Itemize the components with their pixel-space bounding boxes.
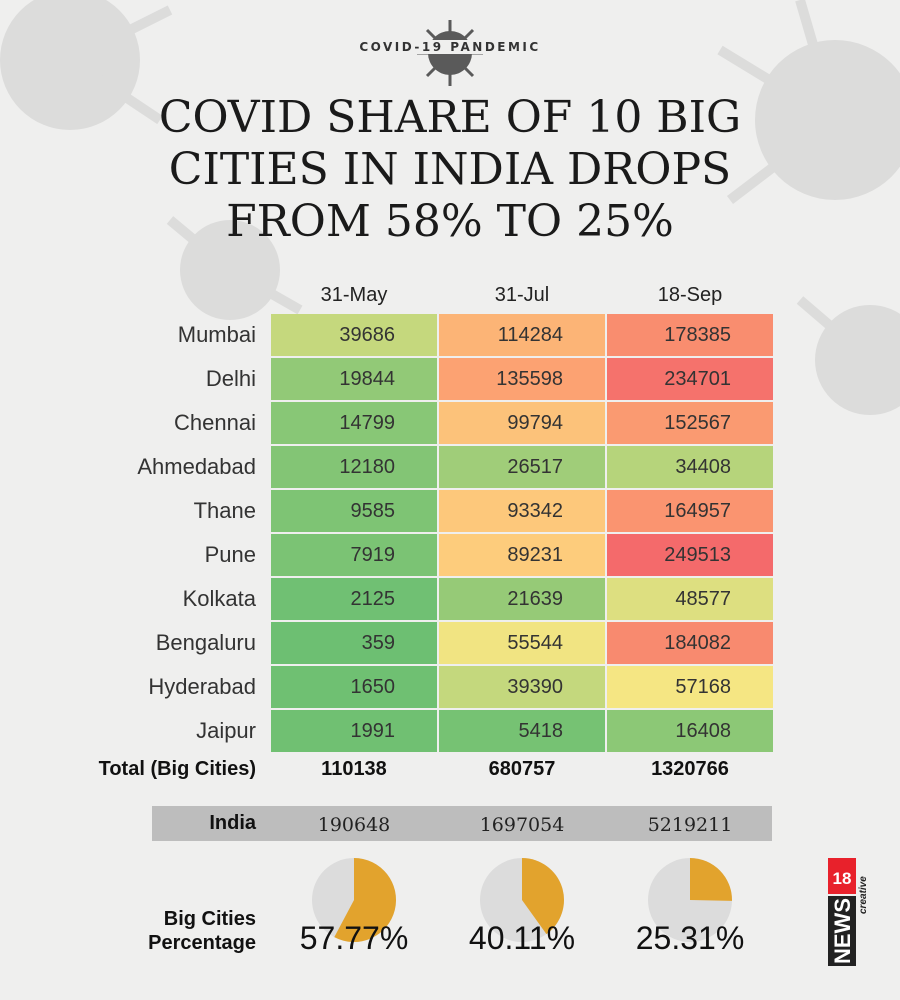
case-cell: 234701 xyxy=(607,358,773,400)
case-cell: 7919 xyxy=(271,534,437,576)
title-line: FROM 58% TO 25% xyxy=(226,196,674,247)
india-value: 1697054 xyxy=(479,814,565,836)
percentage-value: 40.11% xyxy=(468,920,576,956)
city-name: Thane xyxy=(193,498,256,523)
case-cell: 2125 xyxy=(271,578,437,620)
pie-slice xyxy=(334,858,397,942)
case-cell: 57168 xyxy=(607,666,773,708)
case-cell: 1991 xyxy=(271,710,437,752)
case-cell: 48577 xyxy=(607,578,773,620)
case-cell: 152567 xyxy=(607,402,773,444)
case-cell: 1650 xyxy=(271,666,437,708)
city-name: Jaipur xyxy=(196,718,256,743)
news18-logo: 18 NEWS creative xyxy=(828,858,868,966)
case-cell: 89231 xyxy=(439,534,605,576)
city-name: Chennai xyxy=(174,410,256,435)
case-cell: 164957 xyxy=(607,490,773,532)
city-name: Ahmedabad xyxy=(137,454,256,479)
logo-text: NEWS xyxy=(830,898,855,964)
case-cell: 34408 xyxy=(607,446,773,488)
case-cell: 135598 xyxy=(439,358,605,400)
india-label: India xyxy=(209,812,256,834)
total-value: 680757 xyxy=(488,758,556,780)
city-name: Mumbai xyxy=(177,322,256,347)
case-cell: 39390 xyxy=(439,666,605,708)
case-cell: 19844 xyxy=(271,358,437,400)
logo-number: 18 xyxy=(833,869,852,888)
case-cell: 5418 xyxy=(439,710,605,752)
case-cell: 99794 xyxy=(439,402,605,444)
case-cell: 359 xyxy=(271,622,437,664)
pie-slice xyxy=(522,857,565,935)
case-cell: 16408 xyxy=(607,710,773,752)
title-line: CITIES IN INDIA DROPS xyxy=(168,144,732,195)
total-label: Total (Big Cities) xyxy=(98,758,256,780)
case-cell: 14799 xyxy=(271,402,437,444)
column-header: 31-May xyxy=(320,284,388,306)
city-name: Hyderabad xyxy=(148,674,256,699)
case-cell: 178385 xyxy=(607,314,773,356)
case-cell: 114284 xyxy=(439,314,605,356)
case-cell: 55544 xyxy=(439,622,605,664)
pandemic-badge: COVID-19 PANDEMIC xyxy=(0,40,900,54)
india-value: 5219211 xyxy=(647,814,733,836)
percentage-value: 57.77% xyxy=(299,920,409,956)
city-name: Pune xyxy=(204,542,256,567)
case-cell: 26517 xyxy=(439,446,605,488)
case-cell: 249513 xyxy=(607,534,773,576)
case-cell: 21639 xyxy=(439,578,605,620)
percentage-label: Big Cities Percentage xyxy=(20,907,256,955)
india-value: 190648 xyxy=(317,814,391,836)
city-name: Delhi xyxy=(205,366,256,391)
case-cell: 93342 xyxy=(439,490,605,532)
column-header: 31-Jul xyxy=(494,284,550,306)
page-title: COVID SHARE OF 10 BIG CITIES IN INDIA DR… xyxy=(50,92,850,248)
percentage-value: 25.31% xyxy=(635,920,745,956)
total-value: 1320766 xyxy=(651,758,729,780)
percentage-label-line: Percentage xyxy=(148,932,256,954)
india-row-bar xyxy=(152,806,772,841)
case-cell: 39686 xyxy=(271,314,437,356)
percentage-label-line: Big Cities xyxy=(163,908,256,930)
case-cell: 12180 xyxy=(271,446,437,488)
city-name: Bengaluru xyxy=(155,630,256,655)
pie-slice xyxy=(690,858,732,901)
column-header: 18-Sep xyxy=(657,284,723,306)
title-line: COVID SHARE OF 10 BIG xyxy=(158,92,742,143)
case-cell: 184082 xyxy=(607,622,773,664)
case-cell: 9585 xyxy=(271,490,437,532)
total-value: 110138 xyxy=(321,758,387,780)
city-name: Kolkata xyxy=(182,586,256,611)
logo-tag: creative xyxy=(858,876,868,914)
